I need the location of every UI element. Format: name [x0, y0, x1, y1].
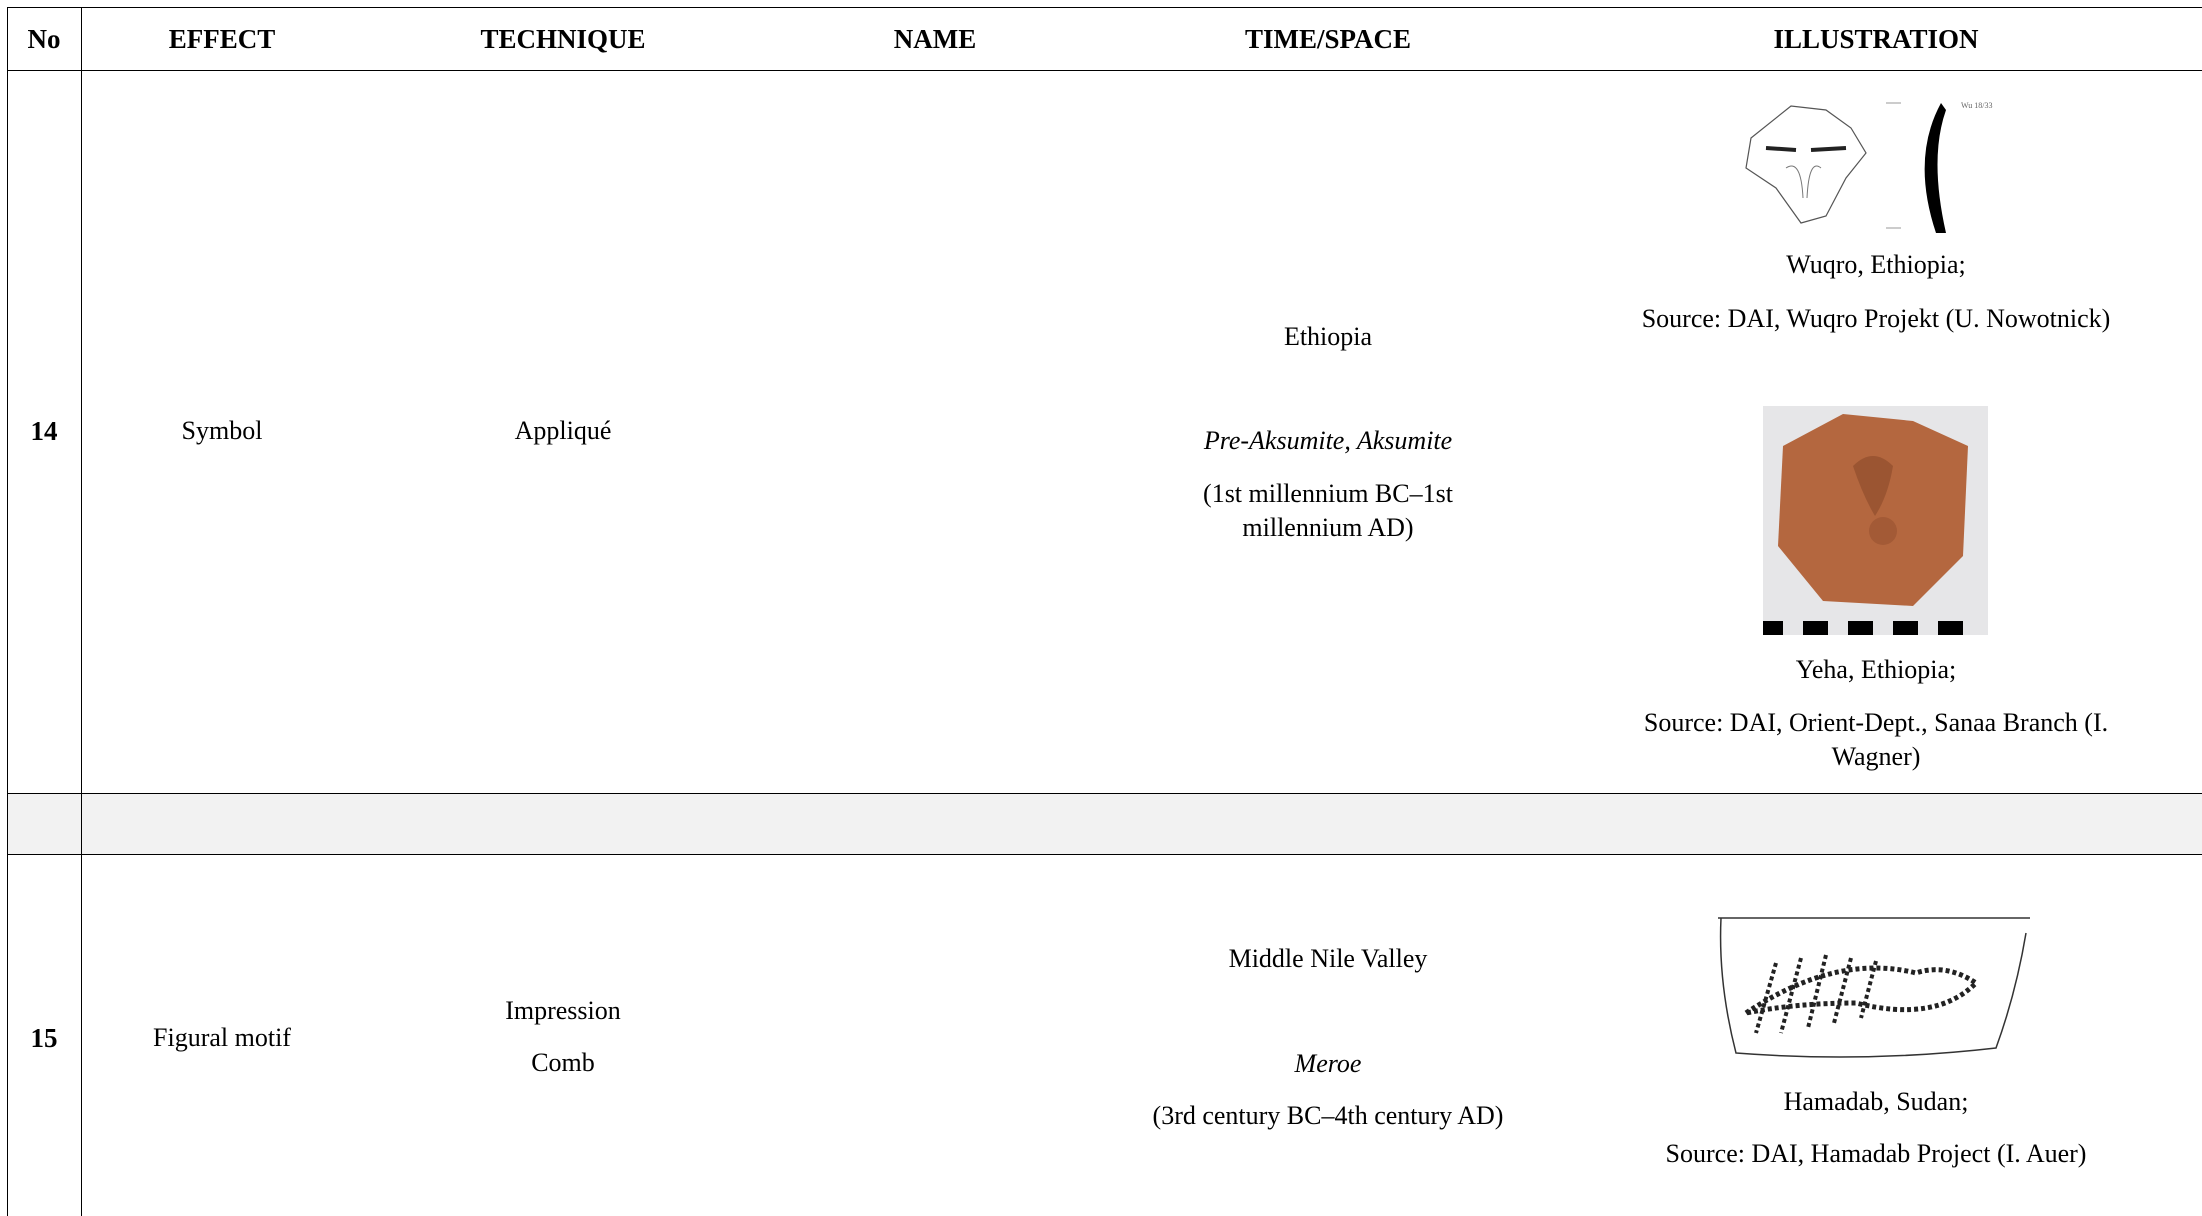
table-border: [7, 7, 2202, 8]
dates: (3rd century BC–4th century AD): [1152, 1101, 1504, 1130]
period: Meroe: [1294, 1049, 1362, 1078]
row-number: 15: [30, 1023, 58, 1053]
place: Middle Nile Valley: [1228, 944, 1428, 973]
technique: Comb: [531, 1048, 595, 1077]
spacer-row: [7, 793, 2202, 854]
figure-caption: Source: DAI, Orient-Dept., Sanaa Branch …: [1643, 708, 2109, 771]
table-border: [7, 7, 8, 1216]
place: Ethiopia: [1283, 322, 1373, 351]
effect: Symbol: [181, 416, 263, 445]
figure-caption: Hamadab, Sudan;: [1783, 1087, 1969, 1116]
sherd-drawing: Wu 18/33: [1745, 101, 1992, 233]
header-cell: No: [27, 24, 61, 54]
dates: (1st millennium BC–1st millennium AD): [1203, 479, 1453, 542]
header-cell: EFFECT: [168, 24, 276, 54]
svg-text:Wu 18/33: Wu 18/33: [1961, 101, 1992, 110]
row-line: [7, 793, 2202, 794]
header-cell: NAME: [893, 24, 977, 54]
row-number: 14: [30, 416, 58, 446]
comb-drawing: [1718, 917, 2030, 1058]
figure-caption: Wuqro, Ethiopia;: [1786, 250, 1966, 279]
period: Pre-Aksumite, Aksumite: [1203, 426, 1453, 455]
row-line: [7, 854, 2202, 855]
figure-caption: Source: DAI, Hamadab Project (I. Auer): [1665, 1139, 2087, 1168]
technique: Impression: [505, 996, 621, 1025]
technique: Appliqué: [514, 416, 612, 445]
header-cell: ILLUSTRATION: [1773, 24, 1979, 54]
sherd-photo: [1763, 406, 1988, 635]
header-cell: TIME/SPACE: [1244, 24, 1412, 54]
header-cell: TECHNIQUE: [480, 24, 646, 54]
row-line: [7, 70, 2202, 71]
figure-caption: Yeha, Ethiopia;: [1795, 655, 1957, 684]
column-line: [81, 7, 82, 1216]
figure-caption: Source: DAI, Wuqro Projekt (U. Nowotnick…: [1641, 304, 2111, 333]
effect: Figural motif: [153, 1023, 291, 1052]
